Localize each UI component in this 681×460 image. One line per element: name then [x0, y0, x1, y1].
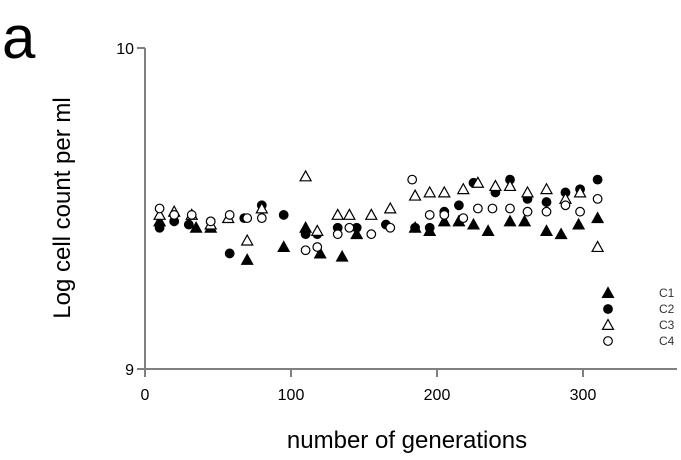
data-point-c4 — [458, 213, 469, 224]
data-point-c2 — [592, 174, 603, 185]
data-point-c4 — [344, 222, 355, 233]
data-point-c1 — [277, 240, 291, 253]
data-point-c3 — [331, 208, 345, 220]
data-point-c3 — [503, 179, 517, 192]
data-point-c2 — [224, 248, 235, 259]
data-point-c1 — [539, 224, 554, 236]
data-point-c3 — [488, 179, 502, 192]
x-tick-label: 100 — [278, 387, 305, 404]
data-point-c3 — [255, 201, 269, 214]
data-point-c3 — [521, 185, 535, 198]
data-point-c1 — [437, 214, 451, 227]
data-point-c3 — [437, 185, 451, 198]
y-tick-label: 10 — [116, 41, 134, 58]
data-point-c1 — [189, 221, 203, 233]
data-point-c1 — [350, 227, 364, 240]
series-c3 — [153, 169, 605, 253]
data-point-c4 — [541, 206, 552, 217]
data-point-c3 — [573, 185, 587, 198]
data-point-c1 — [240, 253, 254, 265]
data-point-c2 — [300, 229, 311, 240]
data-point-c4 — [522, 206, 533, 217]
data-point-c4 — [224, 210, 235, 220]
data-point-c3 — [539, 182, 554, 195]
data-point-c4 — [186, 210, 197, 220]
legend-marker-c3 — [601, 318, 615, 330]
series-c1 — [153, 211, 605, 265]
data-point-c4 — [332, 229, 343, 240]
data-point-c4 — [242, 213, 253, 224]
legend: C1 C2 C3 C4 — [601, 286, 675, 348]
data-point-c1 — [518, 214, 532, 227]
x-tick-label: 0 — [141, 387, 150, 404]
data-point-c4 — [154, 203, 165, 214]
legend-marker-c1 — [601, 286, 615, 298]
x-tick-label: 300 — [570, 387, 597, 404]
data-point-c4 — [366, 229, 377, 240]
data-point-c1 — [572, 217, 586, 230]
legend-label-c4: C4 — [659, 334, 675, 348]
data-point-c1 — [554, 227, 568, 240]
data-points — [153, 169, 605, 265]
data-point-c4 — [256, 213, 267, 224]
data-point-c2 — [454, 200, 464, 211]
data-point-c3 — [310, 224, 324, 236]
data-point-c4 — [300, 245, 311, 256]
x-tick-label: 200 — [424, 387, 451, 404]
x-axis-title: number of generations — [287, 427, 527, 454]
data-point-c3 — [471, 176, 485, 188]
data-point-c4 — [472, 203, 483, 214]
data-point-c4 — [424, 210, 435, 220]
legend-label-c3: C3 — [659, 318, 675, 332]
panel-label: a — [2, 4, 36, 71]
data-point-c4 — [385, 222, 396, 233]
data-point-c4 — [205, 216, 216, 227]
data-point-c4 — [560, 200, 571, 211]
data-point-c4 — [169, 210, 180, 220]
data-point-c2 — [410, 222, 421, 233]
data-point-c1 — [313, 246, 327, 259]
data-point-c4 — [312, 242, 323, 252]
data-point-c2 — [424, 222, 435, 233]
data-point-c3 — [240, 233, 254, 246]
data-point-c4 — [592, 193, 603, 204]
data-point-c1 — [335, 249, 349, 262]
legend-label-c1: C1 — [659, 286, 675, 300]
data-point-c3 — [364, 208, 378, 220]
data-point-c1 — [481, 224, 495, 236]
data-point-c2 — [278, 210, 289, 220]
data-point-c4 — [407, 174, 418, 185]
data-point-c3 — [423, 185, 437, 198]
data-point-c3 — [456, 182, 470, 195]
data-point-c3 — [383, 201, 397, 214]
data-point-c1 — [591, 211, 605, 224]
data-point-c3 — [153, 208, 167, 220]
data-point-c2 — [154, 222, 165, 233]
data-point-c4 — [439, 210, 450, 220]
data-point-c4 — [575, 206, 585, 217]
data-point-c3 — [408, 188, 422, 201]
data-point-c3 — [299, 169, 313, 182]
series-c2 — [154, 174, 603, 259]
data-point-c4 — [487, 203, 498, 214]
series-c4 — [154, 174, 603, 256]
y-tick-label: 9 — [125, 362, 134, 379]
data-point-c1 — [503, 214, 517, 227]
data-point-c3 — [342, 208, 356, 220]
legend-marker-c2 — [603, 304, 613, 314]
data-point-c3 — [591, 240, 605, 253]
data-point-c2 — [183, 219, 194, 230]
axes — [144, 48, 677, 370]
data-point-c2 — [541, 197, 552, 207]
legend-marker-c4 — [603, 336, 613, 346]
legend-label-c2: C2 — [659, 302, 675, 316]
data-point-c1 — [466, 217, 481, 230]
y-axis-title: Log cell count per ml — [49, 97, 76, 318]
data-point-c4 — [505, 203, 515, 214]
ticks: 0 100 200 300 9 10 — [116, 41, 596, 404]
